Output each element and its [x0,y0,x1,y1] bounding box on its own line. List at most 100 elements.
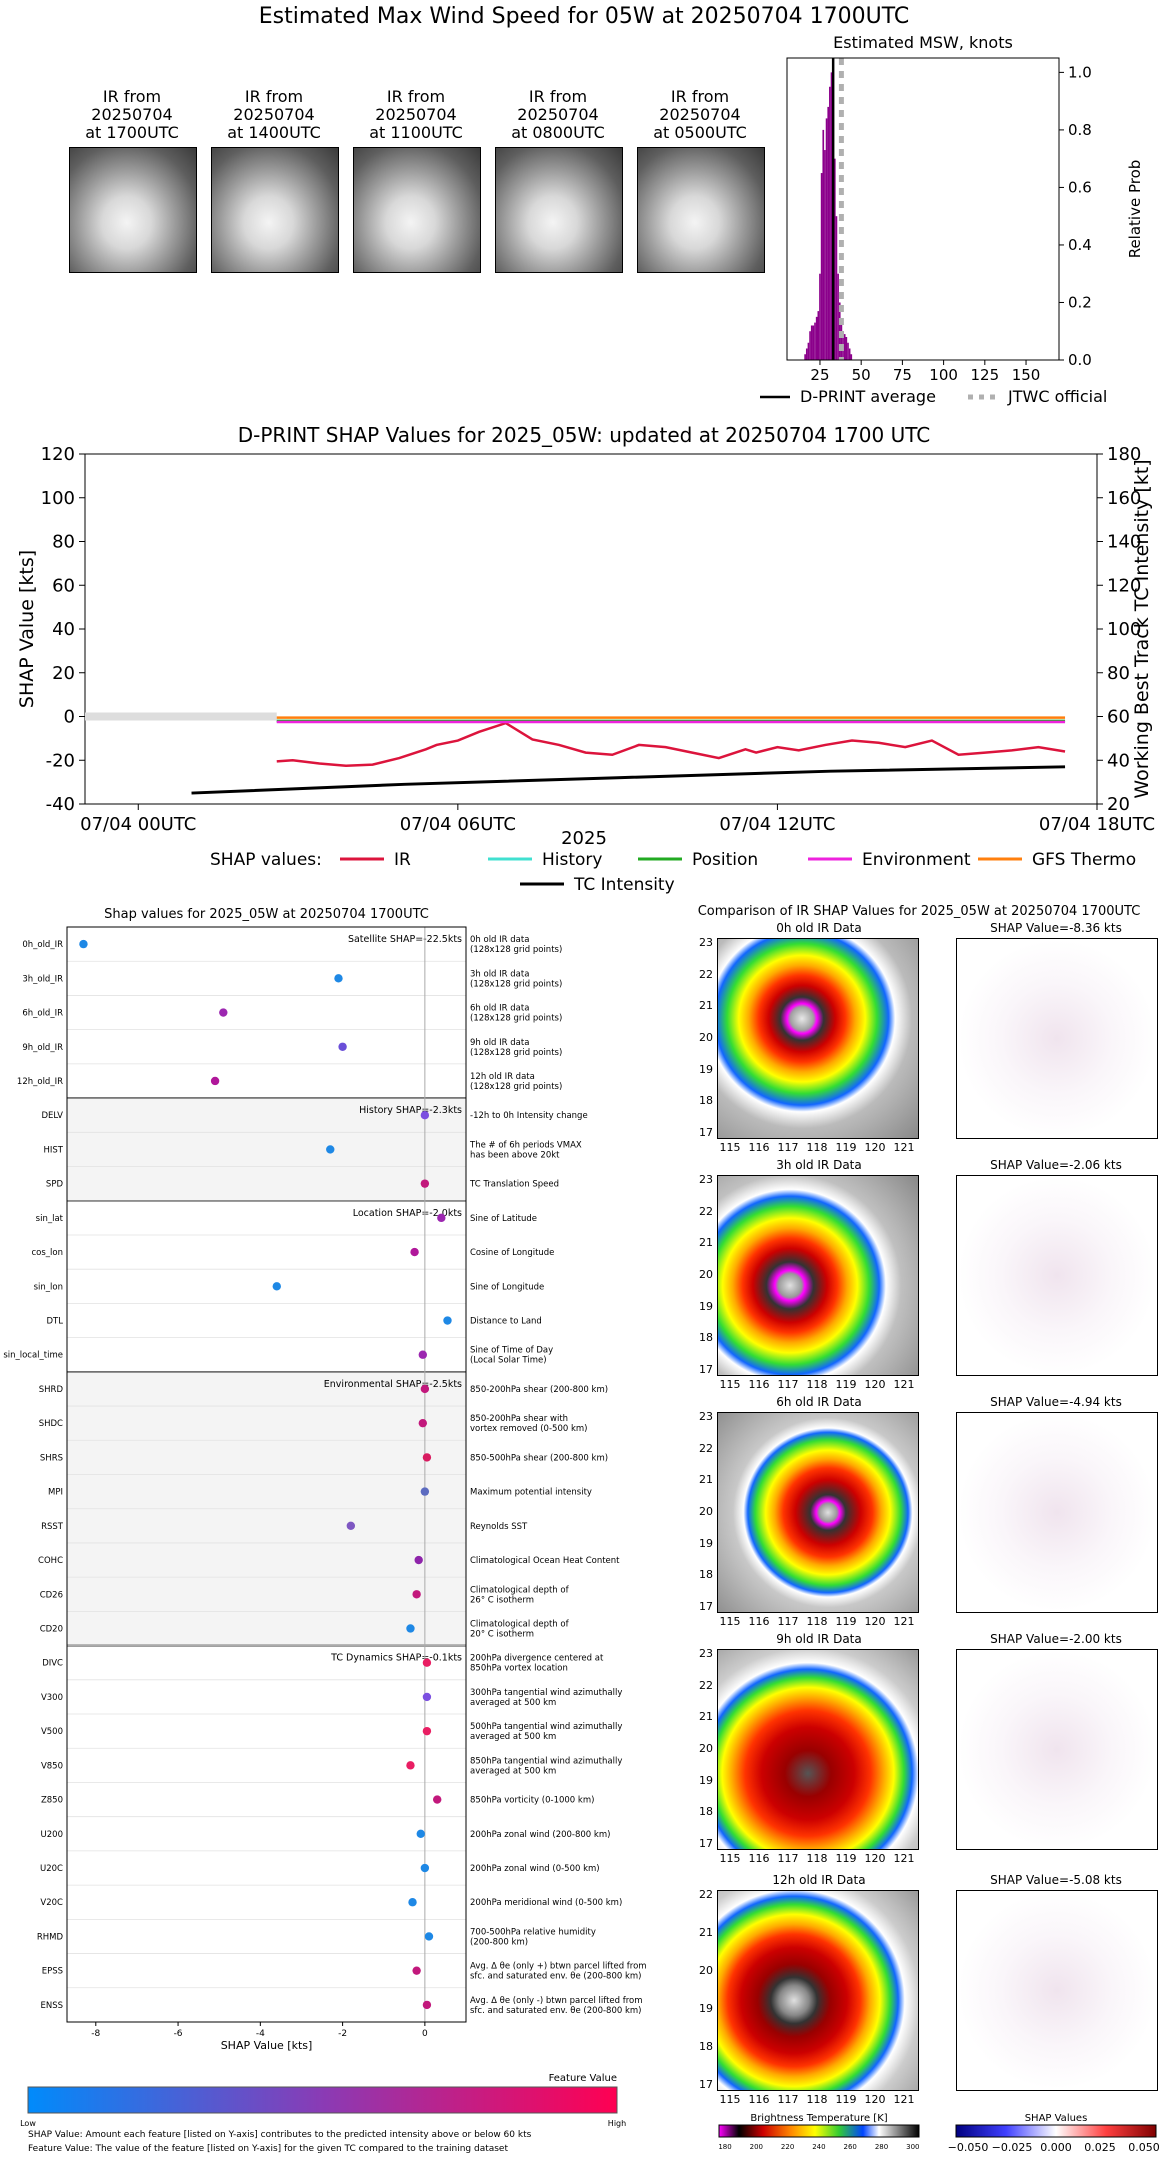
shap-panel-title: SHAP Value=-5.08 kts [990,1873,1122,1887]
ir-thumbnail-image [69,147,197,273]
histogram-bar [805,348,808,360]
feature-label: DTL [47,1317,64,1327]
ir-x-tick-label: 115 [719,1615,741,1628]
feature-point [422,1692,432,1702]
feature-point [443,1316,452,1325]
legend-jtwc-label: JTWC official [1007,387,1107,406]
ir-x-tick-label: 121 [893,2093,915,2106]
footnote-feature: Feature Value: The value of the feature … [28,2144,509,2154]
feature-label: SHDC [39,1419,63,1429]
feature-label: sin_local_time [3,1351,63,1361]
ir-y-tick-label: 21 [699,999,713,1013]
feature-description: (128x128 grid points) [470,945,562,955]
feature-description: The # of 6h periods VMAX [469,1140,582,1150]
feature-label: SPD [46,1180,64,1190]
ir-y-tick-label: 20 [699,1505,713,1518]
feature-colorbar [27,2086,618,2114]
feature-label: SHRS [40,1453,63,1463]
ir-thumb-label: IR from 20250704 at 1100UTC [341,88,491,142]
feature-description: 26° C isotherm [470,1595,534,1605]
feature-description: 3h old IR data [470,969,529,979]
ir-y-tick-label: 18 [699,1331,713,1345]
feature-chart-frame [66,926,467,2023]
ir-x-tick-label: 120 [864,2093,886,2106]
feature-label: Z850 [41,1796,63,1806]
x-tick-label: 75 [893,366,912,384]
ir-thumb-line: at 0500UTC [653,123,747,142]
shap-panel-title: SHAP Value=-2.06 kts [990,1158,1122,1172]
ir-x-tick-label: 115 [719,1378,741,1391]
ir-x-tick-label: 119 [835,1141,857,1154]
y-right-tick-label: 140 [1107,532,1141,553]
ir-x-tick-label: 118 [806,1852,828,1865]
ir-thumb-label: IR from 20250704 at 0500UTC [625,88,775,142]
ir-thumb-line: at 0800UTC [511,123,605,142]
colorbars: Brightness Temperature [K] 180 200 220 240 26… [718,2113,1159,2154]
feature-point [416,1829,425,1838]
ir-y-tick-label: 23 [699,936,713,949]
feature-colorbar-title: Feature Value [549,2073,617,2084]
feature-description: 850-200hPa shear (200-800 km) [470,1385,608,1395]
feature-description: (128x128 grid points) [470,1048,562,1058]
feature-description: sfc. and saturated env. θe (200-800 km) [470,1972,642,1982]
y-tick-label: 0.2 [1068,293,1092,311]
shap-colorbar-tick: 0.000 [1040,2141,1072,2154]
x-tick-label: 100 [929,366,958,384]
ir-x-tick-label: 120 [864,1141,886,1154]
bt-colorbar-label: Brightness Temperature [K] [750,2113,887,2124]
histogram-bar [824,150,826,360]
histogram-bar [835,216,838,360]
feature-label: CD26 [40,1590,63,1600]
feature-description: Cosine of Longitude [470,1248,554,1258]
ir-y-tick-label: 17 [699,1600,713,1613]
feature-description: Climatological Ocean Heat Content [470,1556,620,1566]
feature-point [422,1726,432,1736]
ir-thumbnail-image [211,147,339,273]
ir-y-tick-label: 19 [699,1536,713,1550]
feature-point [79,939,88,949]
feature-description: Reynolds SST [470,1522,528,1532]
ir-x-tick-label: 116 [748,1615,770,1628]
feature-description: (Local Solar Time) [470,1356,547,1366]
ir-y-tick-label: 23 [699,1173,713,1186]
feature-description: -12h to 0h Intensity change [470,1111,588,1121]
legend-label: Position [692,850,758,870]
feature-description: 850hPa vortex location [470,1664,568,1674]
ir-thumb-line: IR from [386,87,446,106]
bt-colorbar-tick: 220 [781,2143,794,2151]
feature-label: 12h_old_IR [17,1077,63,1087]
ir-thumb-line: IR from [244,87,304,106]
y-tick-label: 120 [41,444,75,465]
histogram-bar [833,158,836,360]
histogram-bar [809,331,811,360]
y-right-axis-label: Working Best Track TC Intensity [kt] [1131,459,1153,798]
y-axis-label: SHAP Value [kts] [16,550,38,708]
y-tick-label: -20 [46,750,75,771]
ir-thumb-line: 20250704 [233,105,315,124]
feature-point [420,1384,430,1394]
feature-label: U200 [41,1830,63,1840]
shap-map-image [956,1175,1158,1376]
bt-colorbar [718,2124,920,2138]
feature-point [420,1111,430,1120]
y-right-tick-label: 160 [1107,488,1141,509]
ir-y-tick-label: 19 [699,1299,713,1313]
feature-point [210,1076,220,1086]
ir-thumb-line: IR from [528,87,588,106]
shap-map-image [956,1649,1158,1850]
feature-point [420,1487,430,1496]
y-tick-label: 80 [52,532,75,553]
histogram-bar [843,334,846,360]
feature-label: DIVC [42,1659,63,1669]
ir-y-tick-label: 21 [699,1926,713,1939]
feature-label: V500 [41,1727,63,1737]
y-tick-label: 0 [64,707,75,728]
ir-x-tick-label: 116 [748,1141,770,1154]
y-right-tick-label: 20 [1107,794,1130,815]
legend-label: History [542,850,602,870]
bt-colorbar-tick: 280 [875,2143,888,2151]
feature-label: U20C [40,1864,63,1874]
y-right-tick-label: 100 [1107,619,1141,640]
ir-y-tick-label: 22 [699,967,713,981]
ir-y-tick-label: 18 [699,1805,713,1819]
